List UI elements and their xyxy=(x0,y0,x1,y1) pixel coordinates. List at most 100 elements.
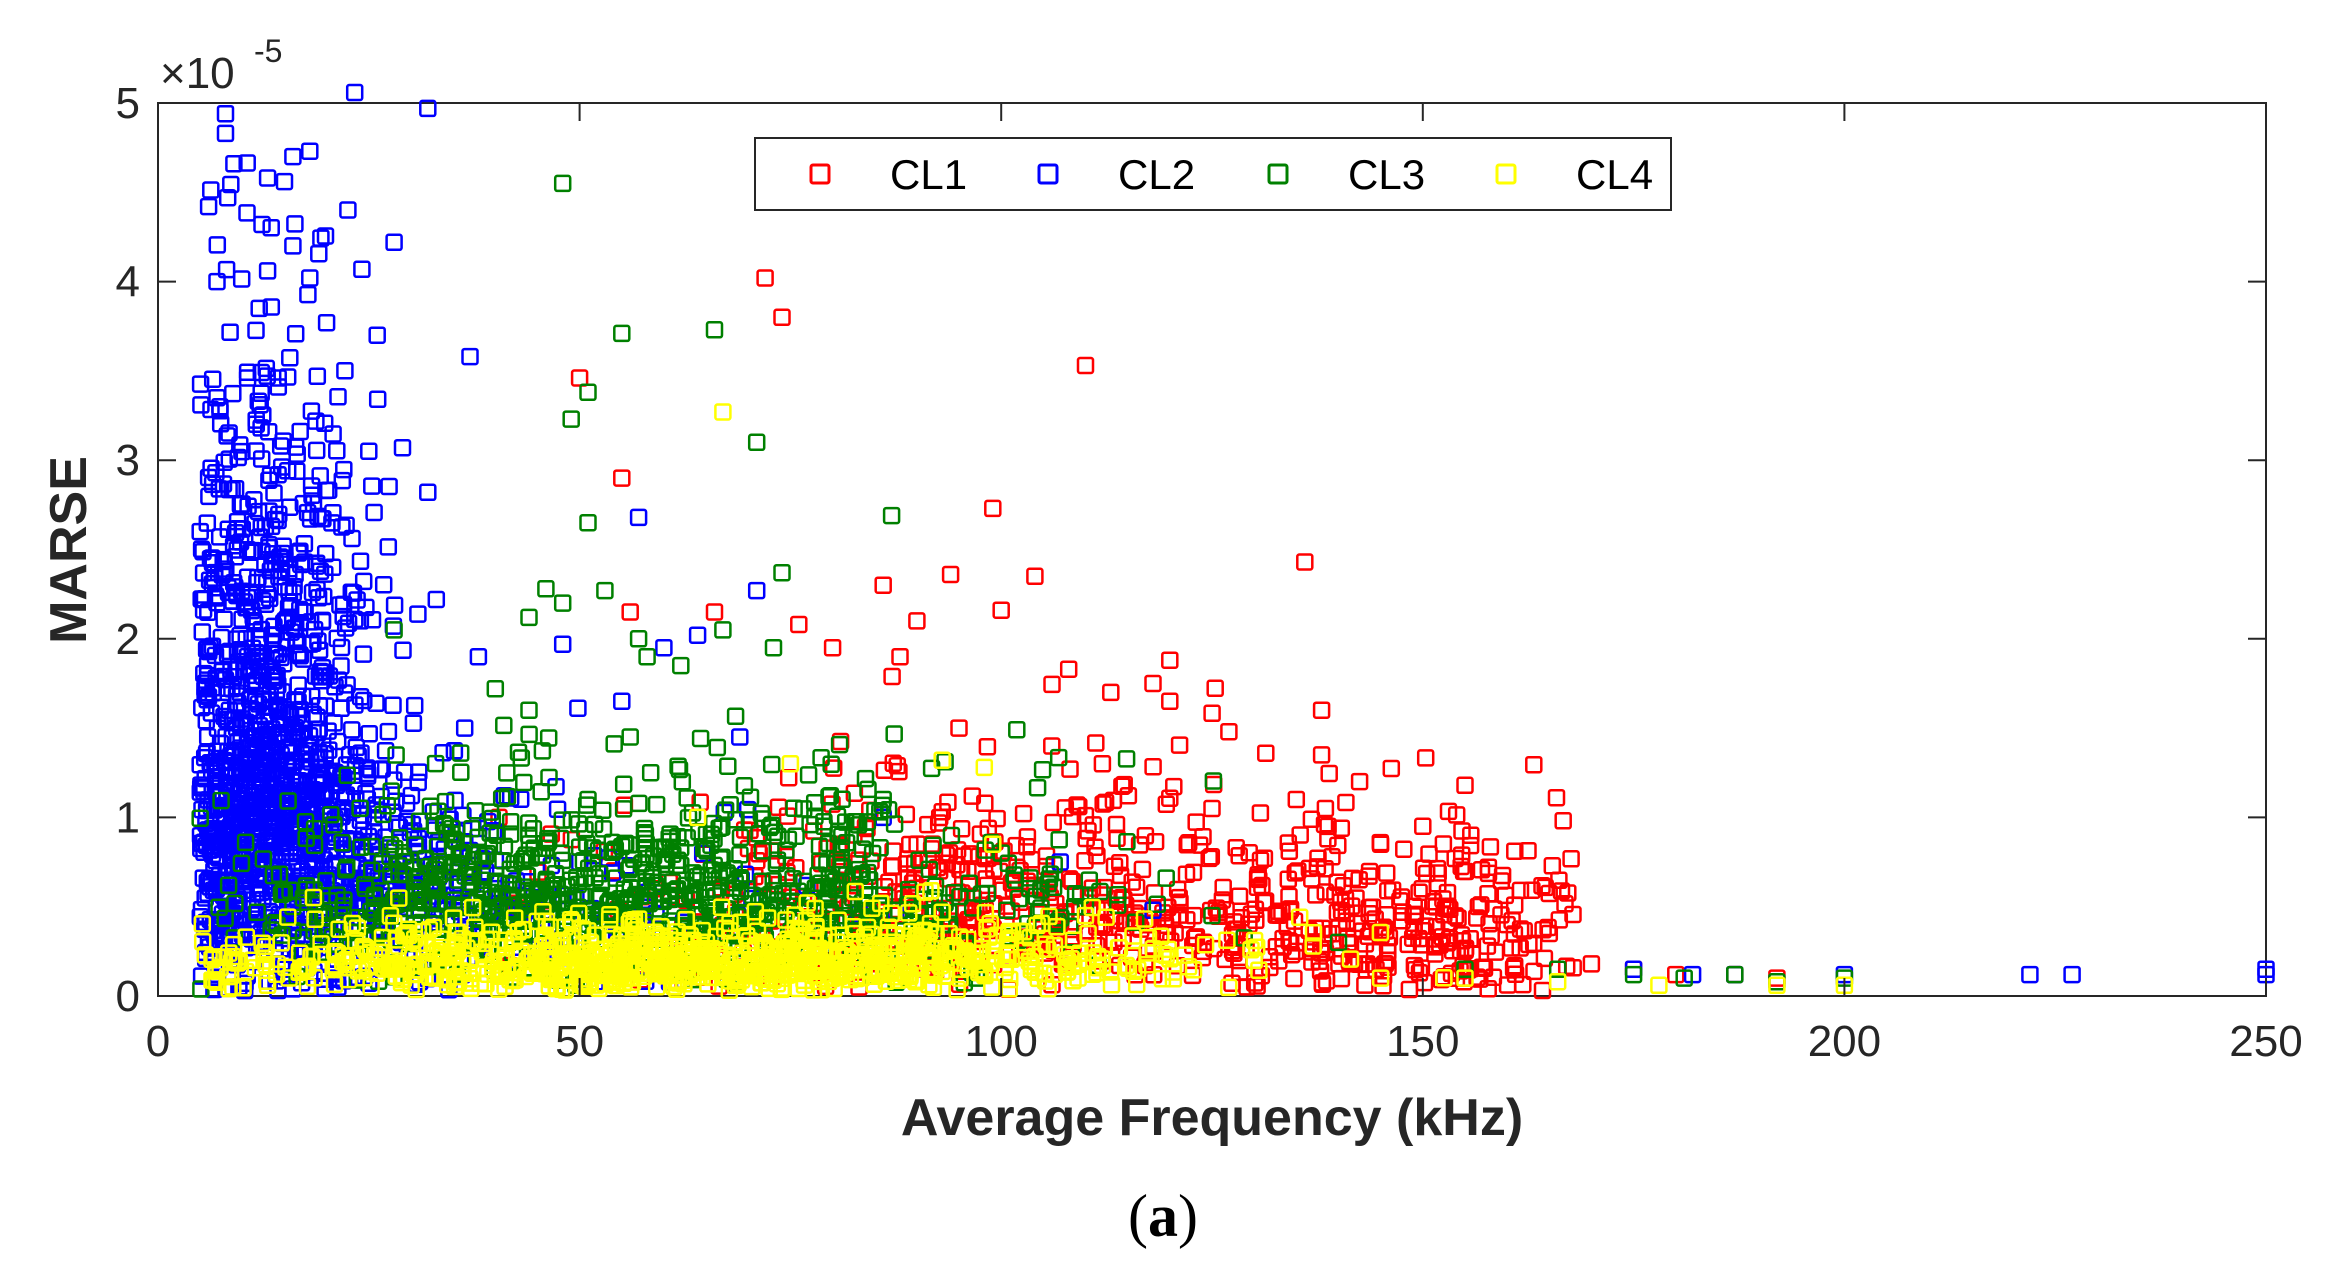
point-cl3-715 xyxy=(963,899,982,917)
point-cl4-984 xyxy=(1290,908,1309,927)
point-cl3-898 xyxy=(490,898,508,917)
point-cl2-934 xyxy=(266,644,285,662)
point-cl1-32 xyxy=(1203,799,1221,818)
point-cl3-804 xyxy=(621,858,639,876)
point-cl1-691 xyxy=(1492,906,1510,924)
point-cl3-809 xyxy=(819,899,838,918)
point-cl4-2 xyxy=(933,751,951,769)
point-cl4-851 xyxy=(709,960,727,978)
point-cl4-842 xyxy=(257,937,275,956)
point-cl3-78 xyxy=(248,903,266,922)
point-cl4-508 xyxy=(1083,898,1102,917)
point-cl1-222 xyxy=(1184,863,1203,882)
point-cl4-924 xyxy=(798,894,816,912)
point-cl1-479 xyxy=(919,815,937,834)
point-cl3-237 xyxy=(553,811,572,829)
point-cl2-921 xyxy=(313,611,332,630)
point-cl1-372 xyxy=(1452,857,1470,876)
point-cl2-1231 xyxy=(394,641,412,660)
plot-area xyxy=(157,102,2267,997)
point-cl2-314 xyxy=(353,260,371,279)
point-cl2-121 xyxy=(345,83,364,102)
point-cl4-265 xyxy=(420,920,439,939)
point-cl3-12 xyxy=(520,608,538,627)
point-cl4-854 xyxy=(215,948,233,966)
point-cl4-961 xyxy=(1040,907,1058,926)
point-cl4-903 xyxy=(504,971,522,990)
point-cl2-7 xyxy=(284,147,302,166)
point-cl4-1009 xyxy=(921,914,940,933)
point-cl2-1239 xyxy=(258,828,277,847)
point-cl3-436 xyxy=(532,881,551,900)
point-cl3-32 xyxy=(1726,965,1744,984)
point-cl3-177 xyxy=(212,791,230,810)
point-cl2-857 xyxy=(196,686,214,704)
point-cl2-786 xyxy=(211,402,229,420)
point-cl1-130 xyxy=(1104,791,1123,810)
point-cl4-920 xyxy=(759,957,777,975)
point-cl4-950 xyxy=(1117,956,1135,975)
point-cl2-932 xyxy=(240,690,259,709)
point-cl4-991 xyxy=(974,961,993,979)
point-cl3-606 xyxy=(551,885,570,903)
x-tick-label-250: 250 xyxy=(2229,1017,2302,1066)
point-cl3-225 xyxy=(426,754,445,773)
point-cl1-643 xyxy=(1328,873,1346,892)
point-cl3-303 xyxy=(592,874,611,893)
point-cl3-472 xyxy=(387,746,405,764)
point-cl4-962 xyxy=(852,945,871,964)
point-cl2-39 xyxy=(2021,965,2039,984)
point-cl2-16 xyxy=(461,347,479,366)
point-cl3-741 xyxy=(569,875,587,894)
point-cl4-1001 xyxy=(964,951,982,970)
point-cl1-12 xyxy=(908,612,926,630)
point-cl2-864 xyxy=(220,450,239,468)
point-cl3-913 xyxy=(407,887,425,905)
point-cl2-994 xyxy=(397,794,416,812)
point-cl1-693 xyxy=(1223,925,1242,944)
point-cl1-199 xyxy=(1302,810,1321,829)
point-cl3-672 xyxy=(495,837,514,856)
point-cl2-507 xyxy=(198,514,217,532)
point-cl3-770 xyxy=(1039,875,1057,893)
point-cl2-601 xyxy=(215,610,233,628)
point-cl2-11 xyxy=(208,272,226,291)
point-cl3-757 xyxy=(1044,878,1063,897)
point-cl4-967 xyxy=(976,903,995,922)
point-cl3-937 xyxy=(501,865,520,884)
point-cl2-879 xyxy=(256,555,274,574)
point-cl3-667 xyxy=(532,782,550,801)
point-cl2-1468 xyxy=(276,790,294,809)
point-cl1-389 xyxy=(1481,838,1500,856)
point-cl3-431 xyxy=(1071,886,1090,905)
point-cl3-510 xyxy=(630,794,648,813)
point-cl1-680 xyxy=(1282,945,1301,964)
point-cl4-839 xyxy=(646,963,665,982)
point-cl2-1442 xyxy=(274,808,293,827)
point-cl4-1013 xyxy=(665,951,684,970)
point-cl3-933 xyxy=(467,893,486,912)
point-cl4-574 xyxy=(1341,950,1360,968)
point-cl1-560 xyxy=(1076,851,1094,870)
point-cl3-953 xyxy=(424,876,442,895)
point-cl2-830 xyxy=(299,285,317,304)
point-cl2-428 xyxy=(208,236,227,254)
point-cl4-291 xyxy=(1304,924,1323,942)
point-cl2-1393 xyxy=(316,979,334,998)
point-cl4-740 xyxy=(714,962,733,980)
point-cl3-6 xyxy=(882,506,901,525)
caption-close-paren: ) xyxy=(1178,1183,1198,1249)
point-cl2-705 xyxy=(280,582,298,600)
point-cl3-825 xyxy=(853,865,871,883)
point-cl2-863 xyxy=(245,491,263,509)
point-cl1-333 xyxy=(1028,905,1046,923)
point-cl2-926 xyxy=(286,325,305,343)
point-cl4-633 xyxy=(1245,931,1264,950)
point-cl2-5 xyxy=(258,169,277,187)
point-cl3-760 xyxy=(1148,895,1167,914)
legend-label-cl3: CL3 xyxy=(1348,151,1425,198)
point-cl2-937 xyxy=(280,593,299,611)
point-cl1-288 xyxy=(1227,838,1245,857)
point-cl4-1014 xyxy=(874,936,893,955)
point-cl4-865 xyxy=(576,959,595,978)
